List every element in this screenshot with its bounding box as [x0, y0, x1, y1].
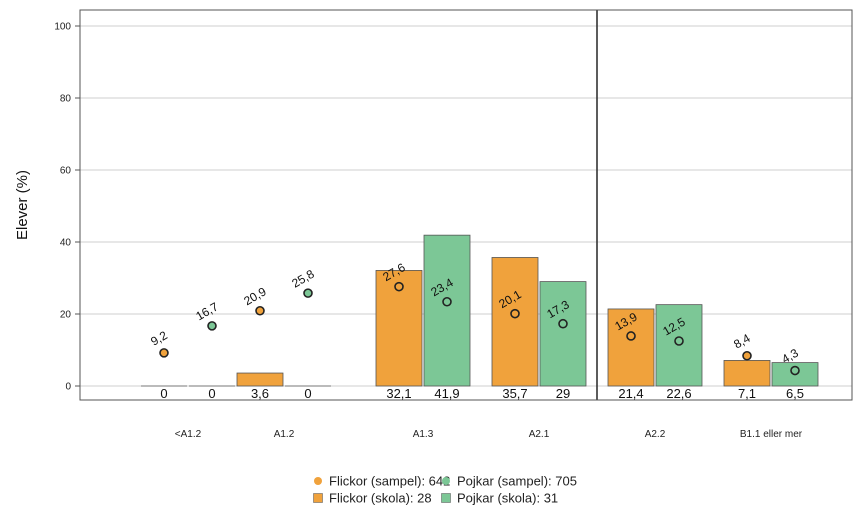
bar	[423, 234, 471, 387]
legend-marker-square	[441, 493, 451, 503]
bar-value-label: 21,4	[618, 386, 643, 401]
sample-point	[626, 331, 636, 341]
bar-value-label: 35,7	[502, 386, 527, 401]
bar-value-label: 22,6	[666, 386, 691, 401]
sample-point	[303, 288, 313, 298]
plot-frame	[79, 9, 853, 401]
bar-value-label: 7,1	[738, 386, 756, 401]
legend-label: Flickor (sampel): 642	[329, 474, 450, 489]
sample-point	[207, 321, 217, 331]
x-axis-category-labels: <A1.2 A1.2 A1.3 A2.1 A2.2 B1.1 eller mer	[175, 429, 803, 440]
x-category-label: A2.2	[645, 429, 666, 440]
x-category-label: A2.1	[529, 429, 550, 440]
bar	[491, 257, 539, 387]
y-axis-title: Elever (%)	[14, 170, 31, 240]
y-tick-label: 20	[60, 310, 72, 321]
y-tick-label: 40	[60, 238, 72, 249]
point-value-label: 9,2	[148, 328, 170, 349]
sample-point	[790, 365, 800, 376]
y-tick-label: 60	[60, 166, 72, 177]
point-value-label: 20,9	[241, 284, 269, 308]
sample-point	[255, 305, 265, 316]
points	[159, 281, 800, 376]
legend-marker-circle	[314, 477, 322, 485]
bar-value-label: 0	[304, 386, 311, 401]
x-category-label: A1.3	[413, 429, 434, 440]
bar-value-label: 0	[160, 386, 167, 401]
bar	[539, 281, 587, 387]
y-tick-label: 100	[54, 22, 71, 33]
y-axis-ticks: 0 20 40 60 80 100	[54, 22, 80, 393]
bar-value-label: 32,1	[386, 386, 411, 401]
bar-value-label: 41,9	[434, 386, 459, 401]
bar	[723, 360, 771, 387]
point-value-label: 8,4	[731, 331, 753, 352]
legend-marker-circle	[442, 477, 450, 485]
x-category-label: B1.1 eller mer	[740, 429, 803, 440]
legend-label: Flickor (skola): 28	[329, 491, 432, 506]
legend-marker-square	[313, 493, 323, 503]
bar	[607, 308, 655, 387]
bar-value-label: 0	[208, 386, 215, 401]
bars	[141, 234, 819, 387]
sample-point	[742, 350, 752, 361]
sample-point	[558, 318, 568, 329]
legend-label: Pojkar (skola): 31	[457, 491, 558, 506]
y-tick-label: 0	[65, 382, 71, 393]
x-category-label: A1.2	[274, 429, 295, 440]
sample-point	[159, 348, 169, 358]
bar-value-label: 3,6	[251, 386, 269, 401]
sample-point	[674, 336, 684, 346]
bar	[236, 372, 284, 387]
y-tick-label: 80	[60, 94, 72, 105]
point-value-label: 25,8	[289, 267, 317, 291]
point-value-label: 16,7	[193, 299, 221, 323]
sample-point	[394, 281, 404, 292]
legend: Flickor (sampel): 642 Pojkar (sampel): 70…	[313, 474, 577, 506]
x-category-label: <A1.2	[175, 429, 202, 440]
sample-point	[510, 308, 520, 319]
bar-value-label: 6,5	[786, 386, 804, 401]
sample-point	[442, 296, 452, 307]
bar-value-label: 29	[556, 386, 570, 401]
legend-label: Pojkar (sampel): 705	[457, 474, 577, 489]
